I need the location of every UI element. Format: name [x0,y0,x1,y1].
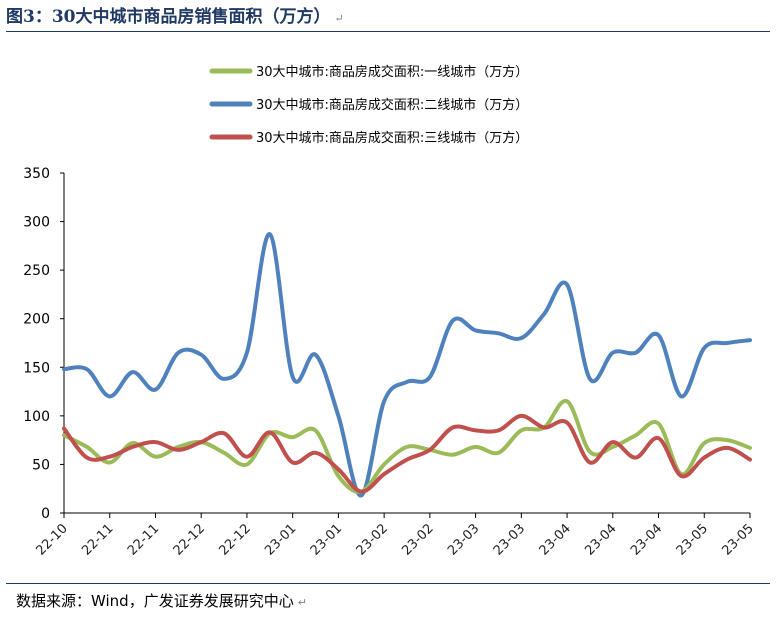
legend-label: 30大中城市:商品房成交面积:一线城市（万方） [256,64,528,80]
x-tick-label: 23-05 [720,521,757,558]
x-tick-label: 23-04 [582,521,619,558]
y-tick-label: 300 [23,215,50,231]
y-tick-label: 200 [23,312,50,328]
x-axis: 22-10 22-11 22-11 22-12 22-12 23-01 23-01 23-02… [34,512,757,559]
series-layer [62,232,752,498]
legend-label: 30大中城市:商品房成交面积:三线城市（万方） [256,130,528,146]
chart-legend: 30大中城市:商品房成交面积:一线城市（万方） 30大中城市:商品房成交面积:二线… [209,64,528,146]
x-tick-label: 23-04 [537,521,574,558]
x-tick-label: 23-01 [308,521,345,558]
y-axis: 0 50 100 150 200 250 300 350 [23,166,65,522]
x-tick-label: 23-03 [491,521,528,558]
chart-title: 图3：30大中城市商品房销售面积（万方） ↵ [6,7,344,27]
legend-label: 30大中城市:商品房成交面积:二线城市（万方） [256,97,528,113]
y-tick-label: 350 [23,166,50,182]
x-tick-label: 22-11 [125,521,162,558]
x-tick-label: 23-05 [674,521,711,558]
series-line-3 [62,413,752,494]
y-tick-label: 0 [41,506,50,522]
series-line-1 [62,399,752,494]
x-tick-label: 23-02 [399,521,436,558]
x-tick-label: 22-12 [216,521,253,558]
x-tick-label: 23-04 [628,521,665,558]
x-tick-label: 23-03 [445,521,482,558]
x-tick-label: 23-02 [354,521,391,558]
title-divider [6,31,770,32]
y-tick-label: 100 [23,409,50,425]
series-line-2 [62,232,752,498]
x-tick-label: 22-12 [171,521,208,558]
y-tick-label: 50 [32,457,50,473]
x-tick-label: 22-11 [79,521,116,558]
x-tick-label: 23-01 [262,521,299,558]
source-note: 数据来源：Wind，广发证券发展研究中心 ↵ [16,592,307,610]
footer-divider [6,583,770,584]
x-tick-label: 22-10 [34,521,71,558]
y-tick-label: 250 [23,263,50,279]
y-tick-label: 150 [23,360,50,376]
